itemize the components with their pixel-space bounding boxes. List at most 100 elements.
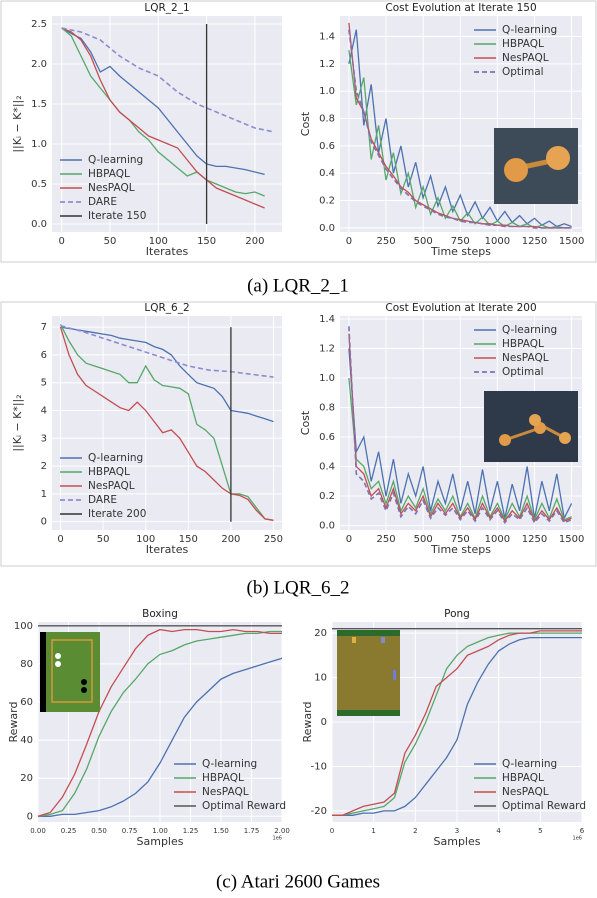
- inset-image: [40, 632, 100, 712]
- series-line: [348, 326, 572, 525]
- chart-title: LQR_6_2: [144, 302, 189, 314]
- x-tick-label: 100: [136, 534, 155, 545]
- y-tick-label: 1.4: [319, 32, 335, 43]
- x-tick-label: 3: [455, 827, 459, 835]
- series-line: [59, 326, 274, 521]
- inset-image: [484, 391, 578, 462]
- y-tick-label: 5: [41, 378, 47, 389]
- y-axis-label: Reward: [301, 702, 314, 743]
- y-tick-label: 1.0: [319, 86, 335, 97]
- legend-label: HBPAQL: [502, 772, 544, 784]
- legend-label: Q-learning: [88, 154, 143, 166]
- y-tick-label: -20: [311, 806, 327, 817]
- series-line: [60, 326, 274, 423]
- y-tick-label: 1.0: [31, 139, 47, 150]
- y-tick-label: 10: [314, 673, 327, 684]
- y-tick-label: 0.2: [319, 196, 335, 207]
- y-tick-label: 80: [20, 659, 33, 670]
- x-axis-label: Iterates: [146, 245, 189, 258]
- legend-label: Optimal: [502, 366, 544, 378]
- y-tick-label: 0.0: [319, 521, 335, 532]
- legend-label: HBPAQL: [502, 38, 544, 50]
- legend-label: HBPAQL: [502, 338, 544, 350]
- y-tick-label: 0: [321, 717, 327, 728]
- series-line: [332, 632, 582, 816]
- y-tick-label: 2.5: [31, 19, 47, 30]
- series-line: [61, 27, 275, 133]
- plots: 0.00.51.01.52.02.50 50 100 150 200LQR_2_1Ite…: [7, 2, 586, 848]
- y-tick-label: 0.6: [319, 141, 335, 152]
- x-tick-label: 1: [371, 827, 375, 835]
- legend-label: Q-learning: [502, 758, 557, 770]
- y-tick-label: 2.0: [31, 59, 47, 70]
- legend-label: DARE: [88, 196, 117, 208]
- y-tick-label: 1: [41, 489, 47, 500]
- x-axis-label: Samples: [434, 835, 481, 848]
- series-line: [348, 22, 572, 229]
- series-line: [59, 324, 274, 521]
- x-axis-label: Samples: [137, 835, 184, 848]
- y-axis-label: Cost: [299, 410, 312, 435]
- series-line: [60, 324, 274, 378]
- legend-label: HBPAQL: [88, 168, 130, 180]
- series-line: [37, 630, 282, 817]
- series-line: [61, 27, 265, 176]
- caption: (b) LQR_6_2: [247, 577, 350, 598]
- y-tick-label: 1.4: [319, 314, 335, 325]
- x-tick-label: 100: [149, 236, 168, 247]
- x-tick-label: 250: [264, 534, 283, 545]
- y-tick-label: 0.5: [31, 179, 47, 190]
- x-tick-label: 1250: [522, 236, 547, 247]
- y-tick-label: 60: [20, 697, 33, 708]
- y-tick-label: 0.4: [319, 168, 335, 179]
- legend-label: Optimal: [502, 66, 544, 78]
- chart-title: Cost Evolution at Iterate 200: [385, 302, 536, 314]
- x-axis-label: Time steps: [430, 245, 491, 258]
- y-axis-label: Cost: [299, 111, 312, 136]
- x-tick-label: 750: [451, 534, 470, 545]
- plot-area: [52, 316, 282, 530]
- x-tick-label: 1.75: [244, 827, 260, 835]
- x-tick-label: 0.50: [91, 827, 107, 835]
- x-tick-label: 200: [245, 236, 264, 247]
- x-axis-label: Time steps: [430, 543, 491, 556]
- x-tick-label: 0: [57, 534, 63, 545]
- y-tick-label: 7: [41, 322, 47, 333]
- x-tick-label: 2: [413, 827, 417, 835]
- x-tick-label: 0: [58, 236, 64, 247]
- y-tick-label: 0.8: [319, 114, 335, 125]
- y-tick-label: 3: [41, 433, 47, 444]
- x-tick-label: 500: [414, 236, 433, 247]
- x-tick-label: 0: [330, 827, 334, 835]
- x-tick-label: 1250: [522, 534, 547, 545]
- y-tick-label: 0.0: [31, 219, 47, 230]
- x-tick-label: 150: [179, 534, 198, 545]
- y-tick-label: 2: [41, 461, 47, 472]
- legend: Q-learning HBPAQL NesPAQL Optimal: [474, 324, 557, 378]
- x-tick-label: 1500: [559, 236, 584, 247]
- x-tick-label: 750: [451, 236, 470, 247]
- y-tick-label: 0: [27, 811, 33, 822]
- x-tick-label: 0.00: [30, 827, 46, 835]
- y-tick-label: 0.0: [319, 223, 335, 234]
- x-tick-label: 50: [104, 236, 117, 247]
- y-tick-label: 100: [14, 621, 33, 632]
- x-tick-label: 0: [346, 534, 352, 545]
- y-tick-label: 20: [20, 773, 33, 784]
- series-line: [348, 29, 572, 228]
- y-tick-label: 4: [41, 405, 47, 416]
- y-tick-label: 0.4: [319, 462, 335, 473]
- x-tick-label: 1500: [559, 534, 584, 545]
- chart-title: Boxing: [142, 608, 178, 620]
- x-offset-label: 1e6: [573, 836, 582, 842]
- x-tick-label: 50: [97, 534, 110, 545]
- series-line: [348, 29, 572, 229]
- legend-label: NesPAQL: [502, 352, 549, 364]
- x-tick-label: 500: [414, 534, 433, 545]
- y-tick-label: -10: [311, 761, 327, 772]
- x-tick-label: 250: [376, 534, 395, 545]
- legend: Q-learning HBPAQL NesPAQL Optimal: [474, 24, 557, 78]
- x-tick-label: 1.00: [152, 827, 168, 835]
- legend-label: NesPAQL: [502, 52, 549, 64]
